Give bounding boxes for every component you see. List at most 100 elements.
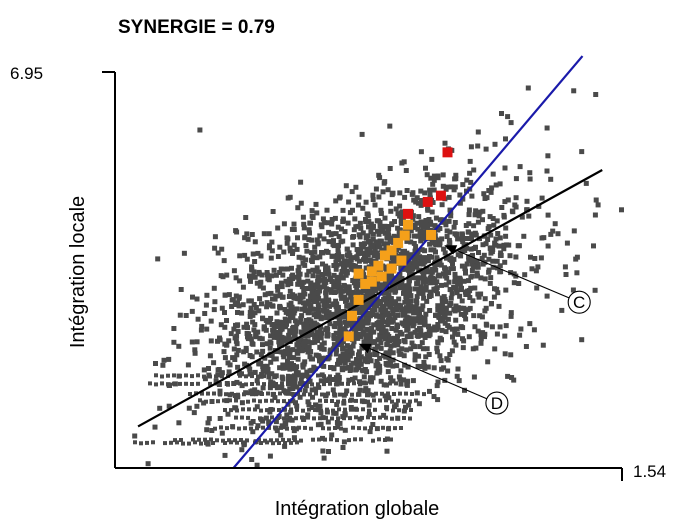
data-point (335, 438, 339, 443)
data-point (295, 281, 301, 287)
data-point (437, 335, 443, 341)
data-point (274, 284, 280, 290)
data-point (475, 261, 481, 267)
data-point (367, 257, 373, 263)
data-point (493, 182, 499, 188)
data-point (333, 320, 339, 326)
data-point (231, 346, 237, 352)
data-point (426, 323, 431, 329)
data-point (206, 416, 212, 422)
data-point (238, 381, 242, 386)
data-point (451, 339, 457, 345)
data-point (416, 275, 422, 281)
data-point (289, 330, 295, 336)
data-point (472, 212, 478, 218)
data-point (318, 398, 322, 403)
data-point (459, 236, 465, 242)
data-point (562, 264, 568, 270)
data-point (367, 429, 373, 435)
data-point (545, 212, 551, 218)
data-point (396, 348, 402, 354)
data-point (494, 258, 500, 264)
data-point (495, 231, 501, 236)
data-point (363, 335, 369, 341)
data-point (416, 214, 422, 220)
data-point (301, 341, 307, 347)
data-point (358, 316, 364, 322)
data-point (355, 407, 359, 412)
data-point (448, 295, 454, 301)
data-point (255, 423, 261, 429)
data-point (427, 241, 433, 247)
data-point (320, 250, 326, 256)
data-point (415, 333, 421, 339)
data-point (370, 192, 376, 198)
data-point (278, 323, 284, 329)
identity-line (232, 55, 584, 469)
data-point (317, 254, 323, 260)
data-point (515, 243, 521, 249)
data-point (196, 381, 200, 386)
data-point (444, 228, 450, 234)
data-point (363, 426, 367, 431)
data-point (408, 298, 414, 304)
data-point (463, 316, 469, 322)
data-point (145, 440, 149, 445)
data-point (178, 381, 182, 386)
data-point (527, 321, 533, 327)
data-point (327, 287, 333, 293)
data-point (408, 239, 414, 245)
data-point (399, 346, 405, 352)
data-point (287, 315, 293, 320)
data-point (416, 401, 422, 407)
data-point (347, 303, 353, 309)
data-point (363, 199, 369, 205)
data-point (388, 375, 394, 381)
data-point (271, 334, 277, 340)
data-point (410, 392, 414, 396)
data-point (211, 441, 215, 445)
data-point (489, 185, 495, 191)
data-point (497, 181, 503, 187)
data-point (476, 213, 482, 219)
data-point (420, 332, 426, 338)
data-point (497, 263, 503, 269)
data-point (370, 392, 376, 398)
data-point (341, 258, 347, 264)
data-point (275, 225, 281, 231)
data-point (189, 308, 195, 314)
data-point (458, 311, 464, 317)
data-point (302, 306, 308, 312)
data-point (367, 287, 373, 293)
data-point (285, 345, 291, 351)
data-point (324, 330, 330, 336)
data-point (511, 377, 517, 383)
data-point (314, 338, 320, 343)
data-point (315, 422, 321, 428)
data-point (274, 428, 280, 434)
data-point (421, 229, 427, 235)
data-point (523, 344, 529, 349)
data-point (269, 353, 275, 358)
data-point (236, 392, 240, 397)
data-point (527, 176, 533, 182)
data-point (407, 286, 413, 292)
data-point (334, 420, 340, 425)
data-point (383, 301, 389, 307)
data-point (307, 319, 313, 325)
data-point (278, 349, 284, 355)
data-point (285, 266, 291, 272)
data-point (184, 373, 188, 378)
data-point (373, 407, 377, 412)
data-point (334, 382, 338, 387)
data-point (316, 382, 320, 387)
data-point (347, 438, 351, 443)
data-point (264, 364, 270, 370)
data-point (417, 232, 423, 238)
data-point (316, 277, 322, 282)
data-point (284, 240, 290, 246)
data-point (412, 286, 418, 292)
data-point (448, 300, 454, 306)
data-point (424, 298, 430, 304)
data-point (227, 438, 231, 443)
